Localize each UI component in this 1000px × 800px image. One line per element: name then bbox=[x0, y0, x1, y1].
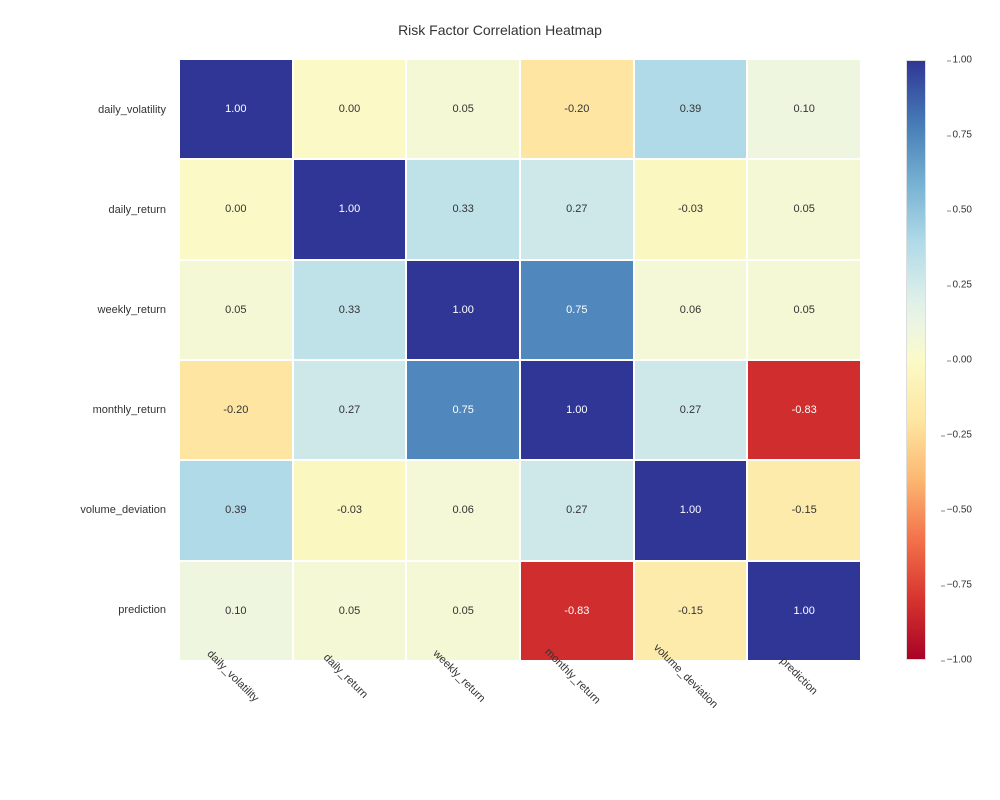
y-axis-label: prediction bbox=[0, 560, 176, 660]
heatmap-cell: 0.27 bbox=[521, 160, 633, 258]
heatmap-cell: 0.05 bbox=[748, 261, 860, 359]
x-axis-label: monthly_return bbox=[520, 664, 633, 784]
heatmap-cell: 0.05 bbox=[748, 160, 860, 258]
heatmap-cell: -0.15 bbox=[748, 461, 860, 559]
heatmap-cell: 0.27 bbox=[521, 461, 633, 559]
x-axis-label: volume_deviation bbox=[633, 664, 746, 784]
heatmap-cell: 0.05 bbox=[180, 261, 292, 359]
heatmap-cell: 1.00 bbox=[748, 562, 860, 660]
heatmap-cell: -0.83 bbox=[748, 361, 860, 459]
colorbar-tick: 0.75 bbox=[953, 130, 972, 141]
heatmap-cell: 0.75 bbox=[407, 361, 519, 459]
colorbar-tick: −0.75 bbox=[947, 580, 972, 591]
y-axis-label: volume_deviation bbox=[0, 460, 176, 560]
colorbar-tick: 0.25 bbox=[953, 280, 972, 291]
colorbar-tick: 1.00 bbox=[953, 55, 972, 66]
heatmap-cell: 0.05 bbox=[407, 562, 519, 660]
colorbar bbox=[906, 60, 926, 660]
y-axis-labels: daily_volatilitydaily_returnweekly_retur… bbox=[0, 60, 176, 660]
colorbar-ticks: −1.00−0.75−0.50−0.250.000.250.500.751.00 bbox=[928, 60, 972, 660]
heatmap-cell: -0.83 bbox=[521, 562, 633, 660]
heatmap-cell: 0.10 bbox=[748, 60, 860, 158]
heatmap-cell: 0.00 bbox=[180, 160, 292, 258]
heatmap-cell: 0.27 bbox=[635, 361, 747, 459]
y-axis-label: daily_return bbox=[0, 160, 176, 260]
heatmap-cell: 0.39 bbox=[180, 461, 292, 559]
heatmap-cell: 0.27 bbox=[294, 361, 406, 459]
heatmap-cell: -0.15 bbox=[635, 562, 747, 660]
colorbar-tick: −0.25 bbox=[947, 430, 972, 441]
colorbar-tick: −1.00 bbox=[947, 655, 972, 666]
heatmap-cell: 0.75 bbox=[521, 261, 633, 359]
heatmap-cell: 1.00 bbox=[180, 60, 292, 158]
heatmap-cell: 0.10 bbox=[180, 562, 292, 660]
heatmap-cell: -0.03 bbox=[294, 461, 406, 559]
heatmap-cell: 1.00 bbox=[521, 361, 633, 459]
colorbar-tick: 0.50 bbox=[953, 205, 972, 216]
heatmap-cell: -0.03 bbox=[635, 160, 747, 258]
x-axis-label: daily_volatility bbox=[180, 664, 293, 784]
heatmap-plot-area: 1.000.000.05-0.200.390.100.001.000.330.2… bbox=[180, 60, 860, 660]
heatmap-cell: -0.20 bbox=[180, 361, 292, 459]
heatmap-grid: 1.000.000.05-0.200.390.100.001.000.330.2… bbox=[180, 60, 860, 660]
heatmap-cell: 0.05 bbox=[407, 60, 519, 158]
y-axis-label: monthly_return bbox=[0, 360, 176, 460]
x-axis-label: prediction bbox=[747, 664, 860, 784]
colorbar-tick: 0.00 bbox=[953, 355, 972, 366]
x-axis-label: weekly_return bbox=[407, 664, 520, 784]
colorbar-gradient bbox=[906, 60, 926, 660]
heatmap-cell: -0.20 bbox=[521, 60, 633, 158]
chart-title: Risk Factor Correlation Heatmap bbox=[0, 22, 1000, 38]
heatmap-cell: 0.05 bbox=[294, 562, 406, 660]
heatmap-cell: 0.33 bbox=[294, 261, 406, 359]
y-axis-label: weekly_return bbox=[0, 260, 176, 360]
heatmap-cell: 1.00 bbox=[407, 261, 519, 359]
heatmap-cell: 0.39 bbox=[635, 60, 747, 158]
y-axis-label: daily_volatility bbox=[0, 60, 176, 160]
x-axis-labels: daily_volatilitydaily_returnweekly_retur… bbox=[180, 664, 860, 784]
heatmap-cell: 1.00 bbox=[294, 160, 406, 258]
colorbar-tick: −0.50 bbox=[947, 505, 972, 516]
x-axis-label: daily_return bbox=[293, 664, 406, 784]
heatmap-cell: 0.06 bbox=[407, 461, 519, 559]
heatmap-cell: 0.00 bbox=[294, 60, 406, 158]
heatmap-cell: 0.33 bbox=[407, 160, 519, 258]
heatmap-cell: 0.06 bbox=[635, 261, 747, 359]
heatmap-cell: 1.00 bbox=[635, 461, 747, 559]
